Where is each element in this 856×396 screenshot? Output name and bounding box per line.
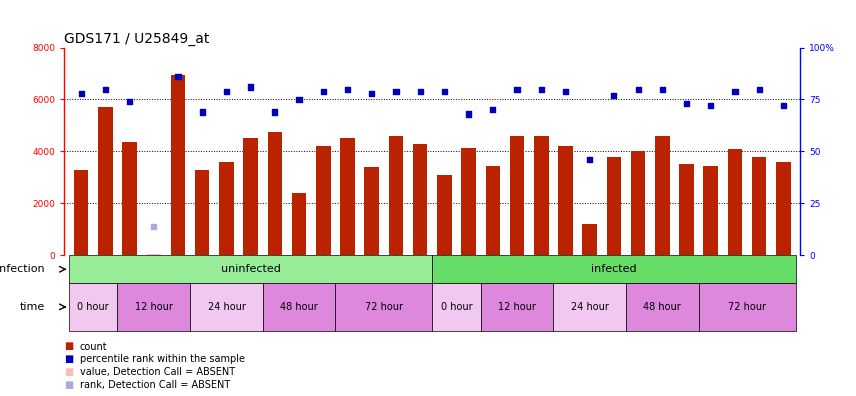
Bar — [190, 283, 263, 331]
Bar — [534, 136, 549, 255]
Bar — [340, 139, 354, 255]
Bar — [728, 149, 742, 255]
Bar — [74, 169, 88, 255]
Bar — [485, 166, 500, 255]
Bar — [170, 75, 185, 255]
Text: 12 hour: 12 hour — [498, 302, 536, 312]
Point — [752, 86, 766, 92]
Point — [244, 84, 258, 90]
Point — [317, 88, 330, 94]
Text: ■: ■ — [64, 379, 74, 390]
Bar — [268, 132, 282, 255]
Bar — [698, 283, 795, 331]
Point — [437, 88, 451, 94]
Bar — [558, 146, 573, 255]
Text: 48 hour: 48 hour — [644, 302, 681, 312]
Text: time: time — [20, 302, 45, 312]
Point — [631, 86, 645, 92]
Point — [559, 88, 573, 94]
Bar — [117, 283, 190, 331]
Text: uninfected: uninfected — [221, 264, 281, 274]
Bar — [69, 255, 432, 283]
Point — [292, 96, 306, 103]
Bar — [776, 162, 791, 255]
Point — [171, 73, 185, 80]
Text: ■: ■ — [64, 341, 74, 352]
Bar — [437, 175, 452, 255]
Point — [704, 103, 717, 109]
Point — [147, 223, 161, 230]
Point — [389, 88, 403, 94]
Text: ■: ■ — [64, 367, 74, 377]
Bar — [146, 254, 161, 255]
Point — [365, 90, 378, 97]
Bar — [69, 283, 117, 331]
Bar — [655, 136, 669, 255]
Point — [341, 86, 354, 92]
Bar — [195, 169, 210, 255]
Text: rank, Detection Call = ABSENT: rank, Detection Call = ABSENT — [80, 379, 230, 390]
Bar — [553, 283, 626, 331]
Point — [607, 92, 621, 99]
Text: count: count — [80, 341, 107, 352]
Point — [98, 86, 112, 92]
Bar — [481, 283, 553, 331]
Bar — [704, 166, 718, 255]
Point — [534, 86, 548, 92]
Bar — [336, 283, 432, 331]
Text: 72 hour: 72 hour — [728, 302, 766, 312]
Point — [583, 156, 597, 163]
Point — [122, 98, 136, 105]
Bar — [263, 283, 336, 331]
Text: 48 hour: 48 hour — [280, 302, 318, 312]
Text: 72 hour: 72 hour — [365, 302, 403, 312]
Bar — [365, 167, 379, 255]
Point — [510, 86, 524, 92]
Bar — [122, 143, 137, 255]
Text: infected: infected — [591, 264, 637, 274]
Bar — [413, 144, 427, 255]
Point — [776, 103, 790, 109]
Point — [728, 88, 742, 94]
Point — [74, 90, 88, 97]
Text: percentile rank within the sample: percentile rank within the sample — [80, 354, 245, 364]
Point — [680, 101, 693, 107]
Bar — [607, 157, 621, 255]
Bar — [316, 146, 330, 255]
Bar — [461, 148, 476, 255]
Text: 0 hour: 0 hour — [441, 302, 473, 312]
Point — [461, 111, 475, 117]
Text: GDS171 / U25849_at: GDS171 / U25849_at — [64, 32, 210, 46]
Bar — [680, 164, 694, 255]
Bar — [432, 283, 481, 331]
Bar — [98, 107, 113, 255]
Bar — [752, 157, 766, 255]
Point — [220, 88, 234, 94]
Text: infection: infection — [0, 264, 45, 274]
Text: 24 hour: 24 hour — [207, 302, 246, 312]
Text: ■: ■ — [64, 354, 74, 364]
Text: 24 hour: 24 hour — [571, 302, 609, 312]
Text: 12 hour: 12 hour — [135, 302, 173, 312]
Bar — [389, 136, 403, 255]
Text: value, Detection Call = ABSENT: value, Detection Call = ABSENT — [80, 367, 235, 377]
Point — [413, 88, 427, 94]
Point — [656, 86, 669, 92]
Point — [195, 109, 209, 115]
Bar — [510, 136, 524, 255]
Bar — [219, 162, 234, 255]
Bar — [631, 151, 645, 255]
Bar — [626, 283, 698, 331]
Bar — [292, 193, 306, 255]
Bar — [582, 224, 597, 255]
Point — [268, 109, 282, 115]
Point — [486, 107, 500, 113]
Bar — [432, 255, 795, 283]
Bar — [243, 139, 258, 255]
Text: 0 hour: 0 hour — [77, 302, 109, 312]
